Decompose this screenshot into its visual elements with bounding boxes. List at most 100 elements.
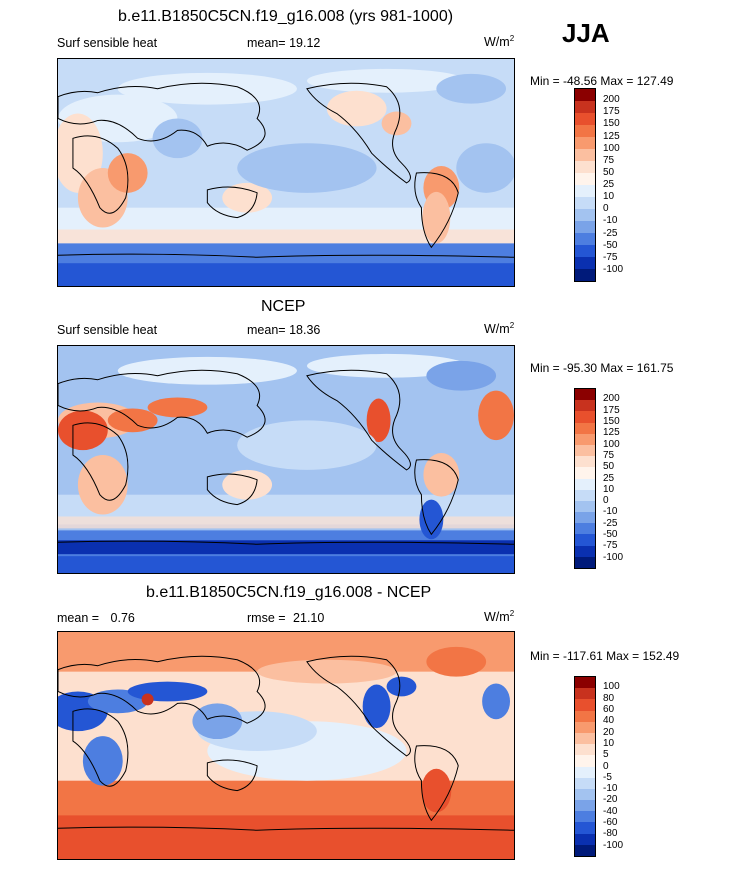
panel3-colorbar-tick-label: 40 — [603, 715, 615, 727]
panel2-colorbar-swatch — [575, 489, 595, 501]
panel2-colorbar-swatch — [575, 400, 595, 412]
panel2-colorbar-tick-label: 25 — [603, 472, 615, 484]
panel3-colorbar-tick-label: -5 — [603, 771, 612, 783]
panel2-units: W/m2 — [484, 321, 514, 336]
panel2-colorbar-swatch — [575, 500, 595, 513]
panel3-colorbar-tick-label: 100 — [603, 681, 620, 693]
panel3-title: b.e11.B1850C5CN.f19_g16.008 - NCEP — [146, 584, 432, 601]
panel2-colorbar-swatch — [575, 534, 595, 546]
panel2-colorbar-tick-label: 125 — [603, 427, 620, 439]
panel1-colorbar-tick-label: 125 — [603, 130, 620, 142]
panel1-mean: mean= 19.12 — [247, 36, 320, 50]
panel1-colorbar — [574, 88, 596, 282]
panel3-colorbar-ticks: 100 80 60 40 20 10 5 0 -5 -10 -20 -40 -60 -80 -100 — [603, 676, 643, 857]
panel2-colorbar-swatch — [575, 467, 595, 479]
panel3-colorbar-tick-label: 80 — [603, 692, 615, 704]
panel3-colorbar-swatch — [575, 755, 595, 767]
panel1-map-svg — [58, 59, 514, 286]
panel3-colorbar-swatch — [575, 844, 595, 856]
panel2-colorbar-swatch — [575, 422, 595, 434]
panel3-units-exp: 2 — [509, 609, 515, 618]
panel1-units-exp: 2 — [509, 34, 515, 43]
panel1-colorbar-swatch — [575, 173, 595, 185]
panel2-units-base: W/m — [484, 322, 510, 337]
panel3-colorbar-swatch — [575, 811, 595, 823]
panel1-colorbar-swatch — [575, 161, 595, 173]
panel3-mean: mean = 0.76 — [57, 611, 135, 625]
panel2-colorbar-swatch — [575, 411, 595, 423]
panel3-colorbar-tick-label: 0 — [603, 760, 609, 772]
panel1-mean-label: mean= — [247, 36, 286, 50]
panel1-units-base: W/m — [484, 35, 510, 50]
panel2-colorbar-swatch — [575, 433, 595, 445]
panel1-colorbar-swatch — [575, 89, 595, 101]
panel1-title: b.e11.B1850C5CN.f19_g16.008 (yrs 981-100… — [118, 8, 454, 25]
panel3-rmse-label: rmse = — [247, 611, 286, 625]
panel1-colorbar-tick-label: 150 — [603, 118, 620, 130]
panel2-mean: mean= 18.36 — [247, 323, 320, 337]
panel1-colorbar-swatch — [575, 113, 595, 125]
panel1-colorbar-swatch — [575, 149, 595, 161]
panel1-colorbar-tick-label: 0 — [603, 203, 609, 215]
panel1-colorbar-tick-label: 50 — [603, 166, 615, 178]
panel2-title: NCEP — [261, 298, 306, 315]
panel1-colorbar-tick-label: -10 — [603, 215, 618, 227]
panel3-colorbar-tick-label: -20 — [603, 794, 618, 806]
panel3-mean-value: 0.76 — [110, 611, 135, 625]
panel3-colorbar-swatch — [575, 766, 595, 778]
panel1-map — [57, 58, 515, 287]
panel1-colorbar-swatch — [575, 197, 595, 209]
panel1-variable-label: Surf sensible heat — [57, 36, 158, 50]
panel3-colorbar-swatch — [575, 744, 595, 756]
panel2-mean-value: 18.36 — [289, 323, 321, 337]
panel2-map-svg — [58, 346, 514, 573]
panel3-colorbar-fill — [575, 677, 595, 856]
panel2-colorbar-tick-label: 100 — [603, 438, 620, 450]
panel3-colorbar-swatch — [575, 710, 595, 722]
panel1-colorbar-ticks: 200 175 150 125 100 75 50 25 10 0 -10 -25 -50 -75 -100 — [603, 88, 643, 282]
panel1-colorbar-swatch — [575, 245, 595, 257]
panel2-colorbar-tick-label: -75 — [603, 540, 618, 552]
panel3-colorbar-tick-label: -100 — [603, 839, 624, 851]
panel2-colorbar-tick-label: 200 — [603, 393, 620, 405]
panel2-colorbar-tick-label: -25 — [603, 517, 618, 529]
panel3-colorbar-tick-label: -60 — [603, 817, 618, 829]
panel3-colorbar-swatch — [575, 699, 595, 711]
panel3-colorbar-swatch — [575, 833, 595, 845]
panel1-colorbar-tick-label: 10 — [603, 191, 615, 203]
panel1-colorbar-tick-label: 175 — [603, 106, 620, 118]
panel1-colorbar-fill — [575, 89, 595, 281]
panel1-colorbar-tick-label: 75 — [603, 154, 615, 166]
panel3-colorbar — [574, 676, 596, 857]
panel3-colorbar-tick-label: 60 — [603, 703, 615, 715]
panel3-colorbar-tick-label: 10 — [603, 737, 615, 749]
panel1-colorbar-swatch — [575, 125, 595, 137]
panel1-colorbar-tick-label: 100 — [603, 142, 620, 154]
panel2-mean-label: mean= — [247, 323, 286, 337]
panel1-colorbar-tick-label: -25 — [603, 227, 618, 239]
panel3-map-svg — [58, 632, 514, 859]
panel2-colorbar-swatch — [575, 478, 595, 490]
panel1-minmax: Min = -48.56 Max = 127.49 — [530, 74, 674, 88]
panel2-colorbar-tick-label: -10 — [603, 506, 618, 518]
panel3-rmse-value: 21.10 — [293, 611, 325, 625]
panel2-colorbar — [574, 388, 596, 569]
panel3-colorbar-swatch — [575, 721, 595, 733]
panel3-colorbar-tick-label: -80 — [603, 828, 618, 840]
panel2-minmax: Min = -95.30 Max = 161.75 — [530, 361, 674, 375]
panel2-colorbar-ticks: 200 175 150 125 100 75 50 25 10 0 -10 -25 -50 -75 -100 — [603, 388, 643, 569]
panel3-colorbar-swatch — [575, 677, 595, 689]
panel1-colorbar-swatch — [575, 233, 595, 245]
panel3-colorbar-swatch — [575, 800, 595, 812]
panel2-colorbar-tick-label: 175 — [603, 404, 620, 416]
panel3-colorbar-tick-label: 5 — [603, 749, 609, 761]
panel3-colorbar-tick-label: -10 — [603, 783, 618, 795]
panel2-colorbar-swatch — [575, 545, 595, 557]
panel3-colorbar-tick-label: -40 — [603, 805, 618, 817]
panel2-colorbar-swatch — [575, 556, 595, 568]
panel3-colorbar-swatch — [575, 688, 595, 700]
panel1-units: W/m2 — [484, 34, 514, 49]
panel3-colorbar-swatch — [575, 822, 595, 834]
panel3-minmax: Min = -117.61 Max = 152.49 — [530, 649, 680, 663]
panel1-colorbar-swatch — [575, 101, 595, 113]
